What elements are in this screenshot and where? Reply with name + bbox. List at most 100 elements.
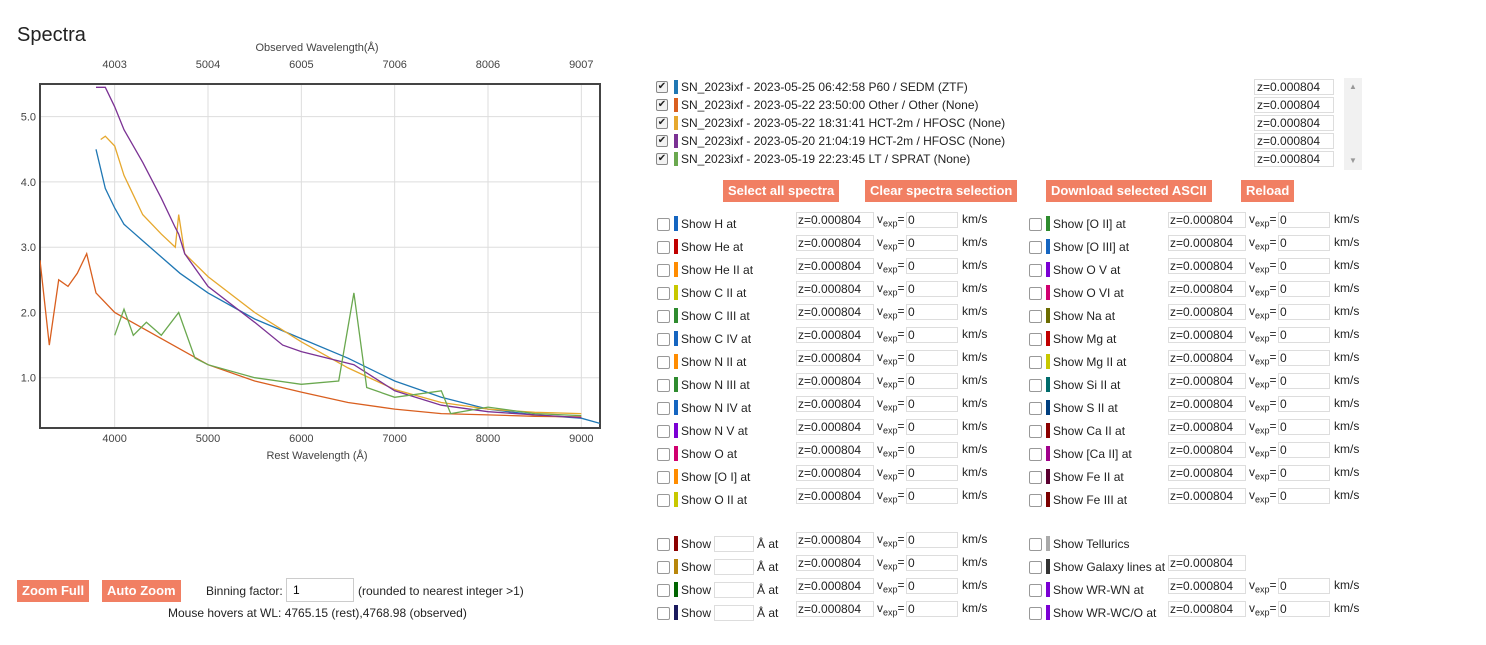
line-right-velocity-input[interactable]: 0 bbox=[1278, 235, 1330, 251]
line-right-checkbox[interactable] bbox=[1029, 264, 1042, 277]
line-right-checkbox[interactable] bbox=[1029, 287, 1042, 300]
line-left-velocity-input[interactable]: 0 bbox=[906, 442, 958, 458]
custom-wavelength-input[interactable] bbox=[714, 582, 754, 598]
spectrum-redshift-field[interactable]: z=0.000804 bbox=[1254, 79, 1334, 95]
custom-line-checkbox[interactable] bbox=[657, 538, 670, 551]
custom-line-redshift-input[interactable]: z=0.000804 bbox=[796, 601, 874, 617]
line-right-velocity-input[interactable]: 0 bbox=[1278, 396, 1330, 412]
line-left-checkbox[interactable] bbox=[657, 264, 670, 277]
custom-line-velocity-input[interactable]: 0 bbox=[906, 601, 958, 617]
line-left-redshift-input[interactable]: z=0.000804 bbox=[796, 258, 874, 274]
custom-line-redshift-input[interactable]: z=0.000804 bbox=[796, 578, 874, 594]
binning-input[interactable] bbox=[286, 578, 354, 602]
line-right-redshift-input[interactable]: z=0.000804 bbox=[1168, 258, 1246, 274]
special-line-checkbox[interactable] bbox=[1029, 561, 1042, 574]
special-line-checkbox[interactable] bbox=[1029, 538, 1042, 551]
line-left-checkbox[interactable] bbox=[657, 448, 670, 461]
spectrum-checkbox[interactable]: ✔ bbox=[656, 81, 668, 93]
line-right-velocity-input[interactable]: 0 bbox=[1278, 442, 1330, 458]
line-left-velocity-input[interactable]: 0 bbox=[906, 396, 958, 412]
line-right-redshift-input[interactable]: z=0.000804 bbox=[1168, 419, 1246, 435]
line-right-redshift-input[interactable]: z=0.000804 bbox=[1168, 327, 1246, 343]
line-left-redshift-input[interactable]: z=0.000804 bbox=[796, 350, 874, 366]
custom-wavelength-input[interactable] bbox=[714, 536, 754, 552]
spectrum-checkbox[interactable]: ✔ bbox=[656, 135, 668, 147]
line-right-checkbox[interactable] bbox=[1029, 471, 1042, 484]
line-left-velocity-input[interactable]: 0 bbox=[906, 488, 958, 504]
line-left-checkbox[interactable] bbox=[657, 333, 670, 346]
custom-wavelength-input[interactable] bbox=[714, 605, 754, 621]
line-left-velocity-input[interactable]: 0 bbox=[906, 373, 958, 389]
line-left-redshift-input[interactable]: z=0.000804 bbox=[796, 396, 874, 412]
line-right-checkbox[interactable] bbox=[1029, 241, 1042, 254]
spectra-plot[interactable]: Observed Wavelength(Å) Rest Wavelength (… bbox=[0, 36, 610, 466]
line-right-velocity-input[interactable]: 0 bbox=[1278, 350, 1330, 366]
line-left-velocity-input[interactable]: 0 bbox=[906, 419, 958, 435]
line-right-checkbox[interactable] bbox=[1029, 218, 1042, 231]
line-right-checkbox[interactable] bbox=[1029, 448, 1042, 461]
line-right-checkbox[interactable] bbox=[1029, 356, 1042, 369]
special-line-redshift-input[interactable]: z=0.000804 bbox=[1168, 555, 1246, 571]
line-left-checkbox[interactable] bbox=[657, 356, 670, 369]
line-right-redshift-input[interactable]: z=0.000804 bbox=[1168, 304, 1246, 320]
zoom-full-button[interactable]: Zoom Full bbox=[17, 580, 90, 602]
line-left-checkbox[interactable] bbox=[657, 379, 670, 392]
line-right-velocity-input[interactable]: 0 bbox=[1278, 258, 1330, 274]
line-left-redshift-input[interactable]: z=0.000804 bbox=[796, 212, 874, 228]
spectrum-redshift-field[interactable]: z=0.000804 bbox=[1254, 151, 1334, 167]
line-right-redshift-input[interactable]: z=0.000804 bbox=[1168, 212, 1246, 228]
line-left-redshift-input[interactable]: z=0.000804 bbox=[796, 465, 874, 481]
line-left-velocity-input[interactable]: 0 bbox=[906, 350, 958, 366]
line-right-redshift-input[interactable]: z=0.000804 bbox=[1168, 488, 1246, 504]
line-right-redshift-input[interactable]: z=0.000804 bbox=[1168, 396, 1246, 412]
special-line-velocity-input[interactable]: 0 bbox=[1278, 578, 1330, 594]
line-right-velocity-input[interactable]: 0 bbox=[1278, 304, 1330, 320]
special-line-checkbox[interactable] bbox=[1029, 584, 1042, 597]
custom-line-velocity-input[interactable]: 0 bbox=[906, 532, 958, 548]
line-right-checkbox[interactable] bbox=[1029, 494, 1042, 507]
line-right-redshift-input[interactable]: z=0.000804 bbox=[1168, 281, 1246, 297]
line-right-velocity-input[interactable]: 0 bbox=[1278, 281, 1330, 297]
spectrum-redshift-field[interactable]: z=0.000804 bbox=[1254, 115, 1334, 131]
spectrum-redshift-field[interactable]: z=0.000804 bbox=[1254, 133, 1334, 149]
special-line-redshift-input[interactable]: z=0.000804 bbox=[1168, 578, 1246, 594]
line-left-redshift-input[interactable]: z=0.000804 bbox=[796, 235, 874, 251]
line-left-checkbox[interactable] bbox=[657, 471, 670, 484]
line-right-velocity-input[interactable]: 0 bbox=[1278, 212, 1330, 228]
line-right-checkbox[interactable] bbox=[1029, 310, 1042, 323]
line-left-checkbox[interactable] bbox=[657, 494, 670, 507]
line-left-velocity-input[interactable]: 0 bbox=[906, 212, 958, 228]
line-right-checkbox[interactable] bbox=[1029, 425, 1042, 438]
line-left-redshift-input[interactable]: z=0.000804 bbox=[796, 373, 874, 389]
spectrum-checkbox[interactable]: ✔ bbox=[656, 99, 668, 111]
custom-line-velocity-input[interactable]: 0 bbox=[906, 578, 958, 594]
line-right-redshift-input[interactable]: z=0.000804 bbox=[1168, 373, 1246, 389]
spectrum-checkbox[interactable]: ✔ bbox=[656, 117, 668, 129]
select-all-spectra-button[interactable]: Select all spectra bbox=[723, 180, 840, 202]
line-left-redshift-input[interactable]: z=0.000804 bbox=[796, 442, 874, 458]
line-right-checkbox[interactable] bbox=[1029, 379, 1042, 392]
line-right-velocity-input[interactable]: 0 bbox=[1278, 465, 1330, 481]
line-left-checkbox[interactable] bbox=[657, 425, 670, 438]
custom-line-redshift-input[interactable]: z=0.000804 bbox=[796, 532, 874, 548]
custom-line-checkbox[interactable] bbox=[657, 584, 670, 597]
line-right-redshift-input[interactable]: z=0.000804 bbox=[1168, 442, 1246, 458]
spectra-list-scrollbar[interactable]: ▲ ▼ bbox=[1344, 78, 1362, 170]
line-right-redshift-input[interactable]: z=0.000804 bbox=[1168, 235, 1246, 251]
special-line-velocity-input[interactable]: 0 bbox=[1278, 601, 1330, 617]
auto-zoom-button[interactable]: Auto Zoom bbox=[102, 580, 181, 602]
spectrum-redshift-field[interactable]: z=0.000804 bbox=[1254, 97, 1334, 113]
line-left-redshift-input[interactable]: z=0.000804 bbox=[796, 281, 874, 297]
line-left-velocity-input[interactable]: 0 bbox=[906, 304, 958, 320]
line-left-checkbox[interactable] bbox=[657, 241, 670, 254]
line-left-redshift-input[interactable]: z=0.000804 bbox=[796, 327, 874, 343]
download-ascii-button[interactable]: Download selected ASCII bbox=[1046, 180, 1212, 202]
line-left-redshift-input[interactable]: z=0.000804 bbox=[796, 304, 874, 320]
line-left-velocity-input[interactable]: 0 bbox=[906, 327, 958, 343]
special-line-redshift-input[interactable]: z=0.000804 bbox=[1168, 601, 1246, 617]
line-right-velocity-input[interactable]: 0 bbox=[1278, 373, 1330, 389]
line-left-redshift-input[interactable]: z=0.000804 bbox=[796, 419, 874, 435]
spectrum-checkbox[interactable]: ✔ bbox=[656, 153, 668, 165]
line-right-checkbox[interactable] bbox=[1029, 333, 1042, 346]
line-left-velocity-input[interactable]: 0 bbox=[906, 258, 958, 274]
